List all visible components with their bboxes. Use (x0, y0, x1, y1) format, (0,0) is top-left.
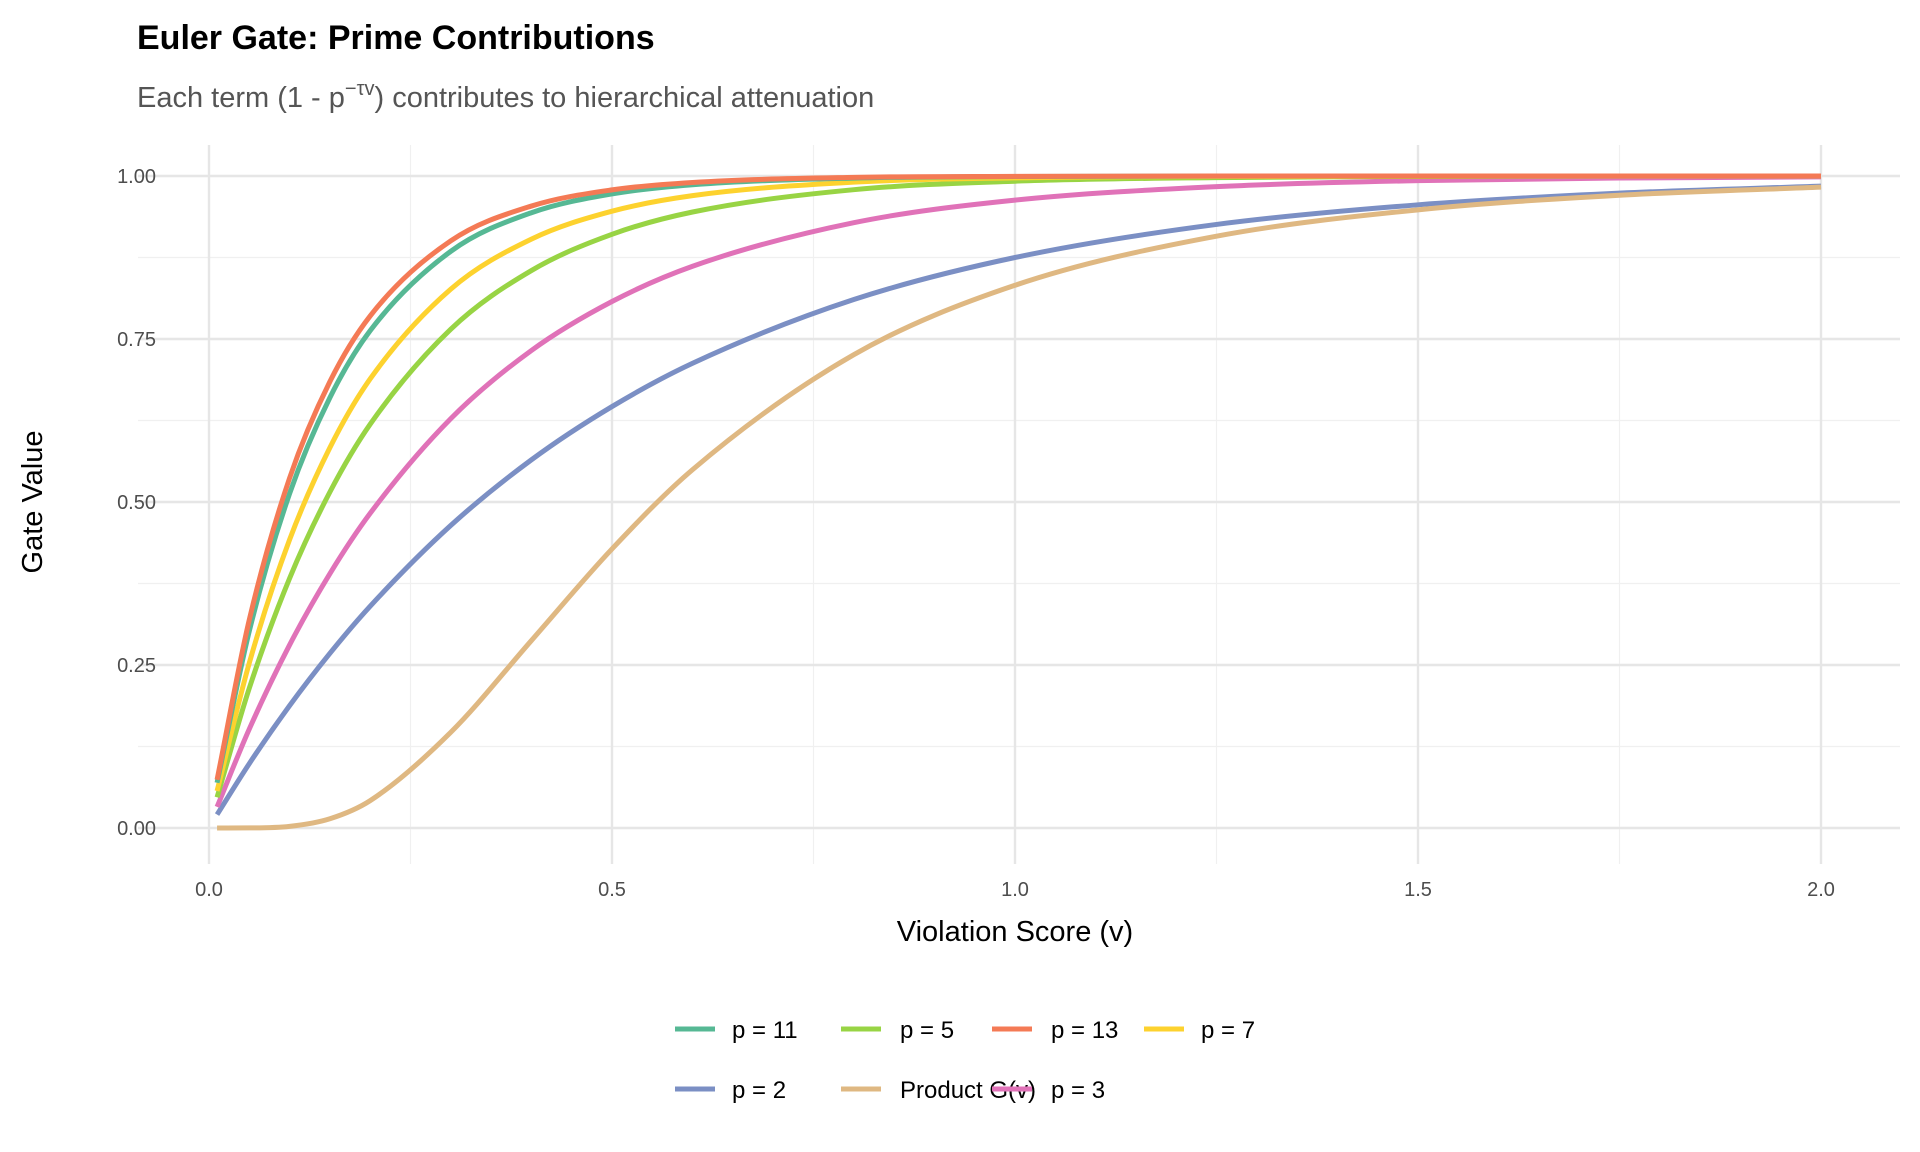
y-tick-label: 0.50 (117, 492, 156, 514)
series-line-p-13 (214, 173, 1821, 781)
x-tick-label: 0.0 (195, 879, 223, 901)
series-line-p-11 (214, 173, 1821, 784)
legend-label: p = 5 (900, 1017, 954, 1044)
y-tick-labels: 0.00 0.25 0.50 0.75 1.00 (117, 166, 156, 840)
legend-label: p = 2 (732, 1077, 786, 1104)
x-tick-label: 2.0 (1807, 879, 1835, 901)
series-line-product-g-v (217, 184, 1822, 831)
legend-item: p = 3 (992, 1077, 1105, 1104)
y-axis-title: Gate Value (17, 431, 49, 574)
x-tick-labels: 0.0 0.5 1.0 1.5 2.0 (195, 879, 1835, 901)
x-tick-label: 0.5 (598, 879, 626, 901)
subtitle-superscript: −τv (345, 78, 375, 100)
y-tick-label: 0.75 (117, 329, 156, 351)
series-lines (214, 173, 1822, 831)
legend-label: p = 13 (1051, 1017, 1118, 1044)
legend-label: p = 11 (732, 1017, 798, 1044)
legend-item: p = 2 (675, 1077, 786, 1104)
y-tick-label: 0.00 (117, 818, 156, 840)
legend-item: p = 13 (992, 1017, 1118, 1044)
series-line-p-5 (214, 173, 1822, 798)
series-line-p-7 (214, 173, 1821, 792)
subtitle-before: Each term (1 - p (137, 82, 345, 114)
y-tick-label: 0.25 (117, 655, 156, 677)
subtitle-after: ) contributes to hierarchical attenuatio… (375, 82, 875, 114)
series-line-p-3 (214, 174, 1822, 808)
chart-title: Euler Gate: Prime Contributions (137, 19, 655, 57)
x-tick-label: 1.5 (1404, 879, 1432, 901)
legend-item: p = 7 (1144, 1017, 1255, 1044)
x-axis-title: Violation Score (v) (897, 916, 1133, 948)
legend-label: p = 7 (1201, 1017, 1255, 1044)
y-tick-label: 1.00 (117, 166, 156, 188)
x-tick-label: 1.0 (1001, 879, 1029, 901)
grid (138, 145, 1900, 864)
series-line-p-2 (214, 183, 1822, 816)
legend-item: p = 5 (841, 1017, 954, 1044)
legend-label: p = 3 (1051, 1077, 1105, 1104)
chart-subtitle: Each term (1 - p−τv) contributes to hier… (137, 78, 874, 114)
legend-item: p = 11 (675, 1017, 798, 1044)
